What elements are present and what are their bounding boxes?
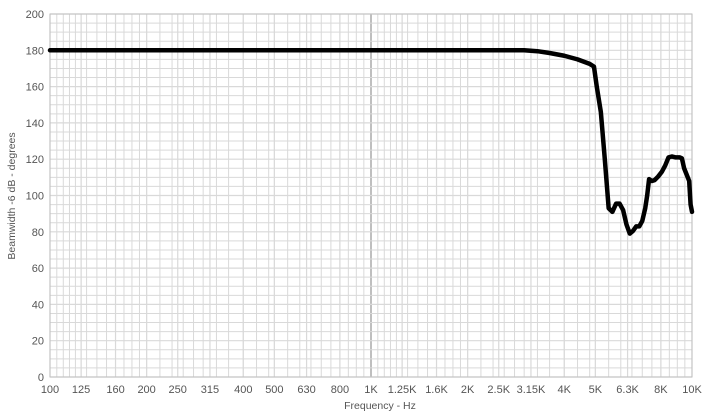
x-tick-label: 250 [169, 384, 187, 396]
x-tick-label: 160 [106, 384, 124, 396]
x-tick-label: 3.15K [517, 384, 546, 396]
y-tick-label: 20 [32, 336, 44, 348]
x-tick-labels: 100 125 160 200 250 315 400 500 630 800 1K 1.25K 1.6… [41, 384, 703, 396]
x-tick-label: 5K [589, 384, 603, 396]
y-tick-label: 180 [26, 45, 44, 57]
x-tick-label: 800 [331, 384, 349, 396]
y-tick-label: 80 [32, 227, 44, 239]
x-tick-label: 125 [72, 384, 90, 396]
x-tick-label: 315 [201, 384, 219, 396]
series-line [47, 48, 695, 236]
x-tick-label: 630 [297, 384, 315, 396]
y-axis-title: Beamwidth -6 dB - degrees [6, 132, 18, 259]
x-tick-label: 200 [137, 384, 155, 396]
y-tick-label: 100 [26, 191, 44, 203]
y-tick-label: 200 [26, 9, 44, 21]
y-tick-label: 120 [26, 154, 44, 166]
x-tick-label: 8K [654, 384, 668, 396]
x-tick-label: 500 [265, 384, 283, 396]
x-tick-label: 2.5K [487, 384, 510, 396]
y-tick-labels: 0 20 40 60 80 100 120 140 160 180 200 [26, 9, 44, 384]
x-tick-label: 100 [41, 384, 59, 396]
x-axis-title: Frequency - Hz [344, 400, 416, 412]
x-tick-label: 1.6K [425, 384, 448, 396]
x-tick-label: 4K [558, 384, 572, 396]
x-tick-label: 400 [234, 384, 252, 396]
x-tick-label: 10K [682, 384, 702, 396]
y-tick-label: 160 [26, 82, 44, 94]
y-tick-label: 60 [32, 263, 44, 275]
x-tick-label: 6.3K [616, 384, 639, 396]
x-tick-label: 1.25K [388, 384, 417, 396]
x-tick-label: 1K [364, 384, 378, 396]
y-tick-label: 0 [38, 372, 44, 384]
x-tick-label: 2K [461, 384, 475, 396]
y-tick-label: 140 [26, 118, 44, 130]
y-tick-label: 40 [32, 299, 44, 311]
series-layer [47, 48, 695, 236]
